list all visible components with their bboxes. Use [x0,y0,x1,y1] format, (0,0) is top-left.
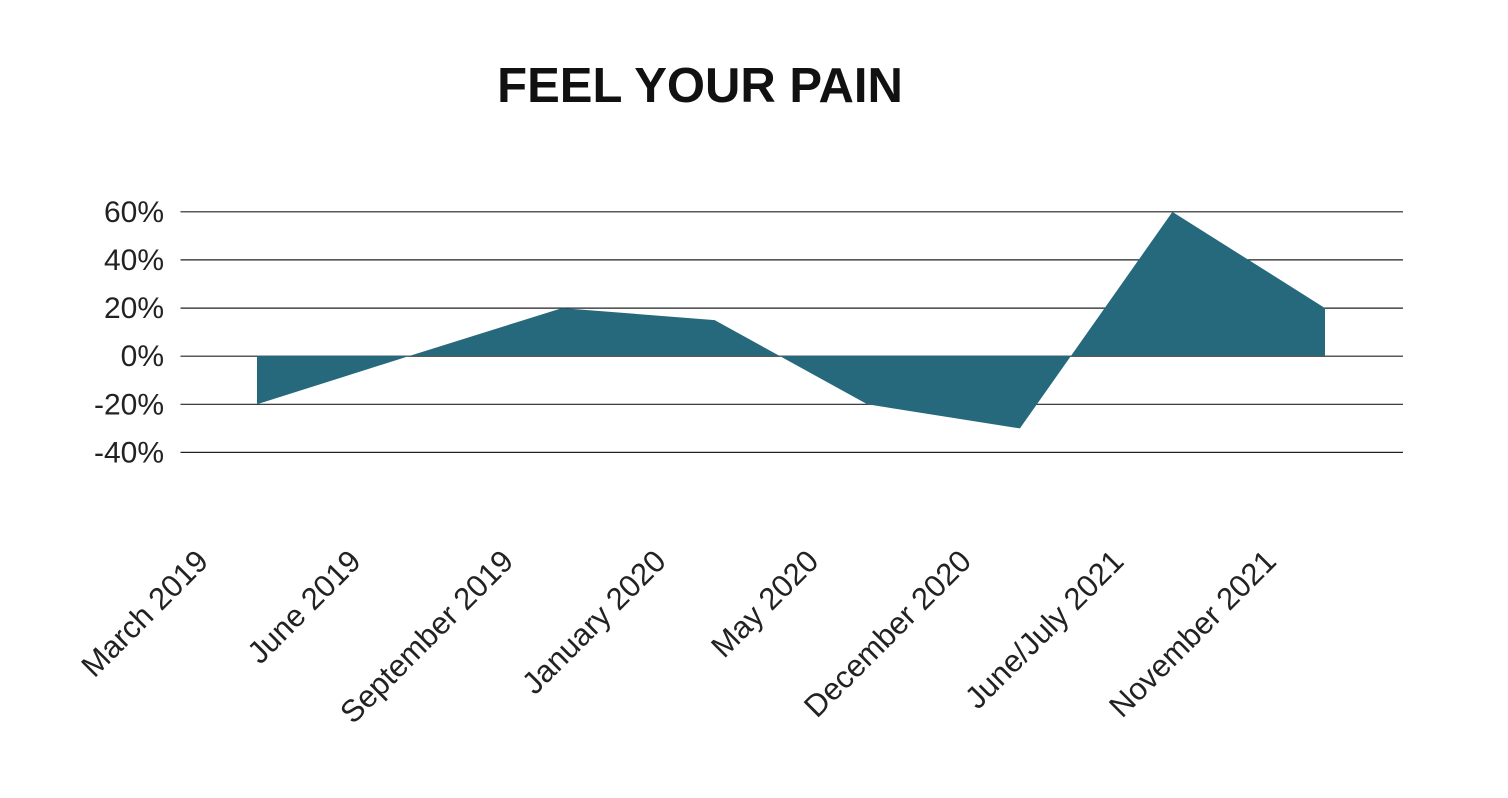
svg-text:-40%: -40% [94,436,164,469]
svg-text:FEEL YOUR PAIN: FEEL YOUR PAIN [497,59,903,113]
svg-text:40%: 40% [104,244,164,277]
svg-text:20%: 20% [104,292,164,325]
svg-text:60%: 60% [104,196,164,229]
svg-text:-20%: -20% [94,388,164,421]
svg-text:0%: 0% [121,340,164,373]
